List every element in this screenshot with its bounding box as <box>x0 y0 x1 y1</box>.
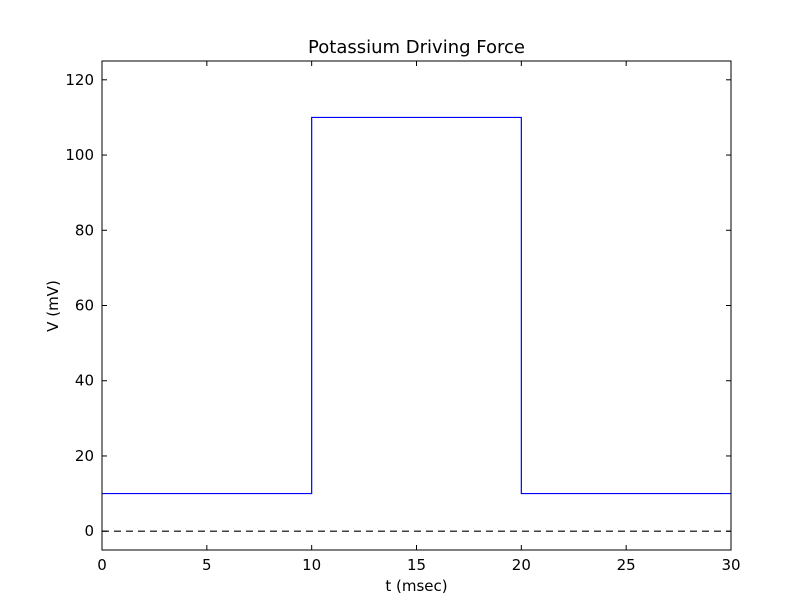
x-tick-label: 30 <box>721 556 740 574</box>
voltage-step-line <box>102 116 731 495</box>
y-tick-label: 100 <box>65 146 94 164</box>
x-axis-label: t (msec) <box>385 577 447 595</box>
y-tick-label: 40 <box>75 372 94 390</box>
y-axis-label: V (mV) <box>44 280 62 332</box>
x-tick-label: 20 <box>512 556 531 574</box>
y-tick-label: 60 <box>75 297 94 315</box>
x-tick-label: 15 <box>407 556 426 574</box>
y-tick-label: 120 <box>65 71 94 89</box>
y-tick-label: 0 <box>84 522 94 540</box>
plot-frame <box>101 60 732 551</box>
x-tick-label: 25 <box>617 556 636 574</box>
y-tick-label: 20 <box>75 447 94 465</box>
chart-title: Potassium Driving Force <box>308 37 525 58</box>
x-tick-label: 10 <box>302 556 321 574</box>
tick-layer: 0 5 10 15 20 25 30 0 20 40 60 80 100 120 <box>65 61 741 574</box>
y-tick-label: 80 <box>75 221 94 239</box>
series-layer <box>102 116 731 532</box>
x-tick-label: 0 <box>97 556 107 574</box>
x-tick-label: 5 <box>202 556 212 574</box>
